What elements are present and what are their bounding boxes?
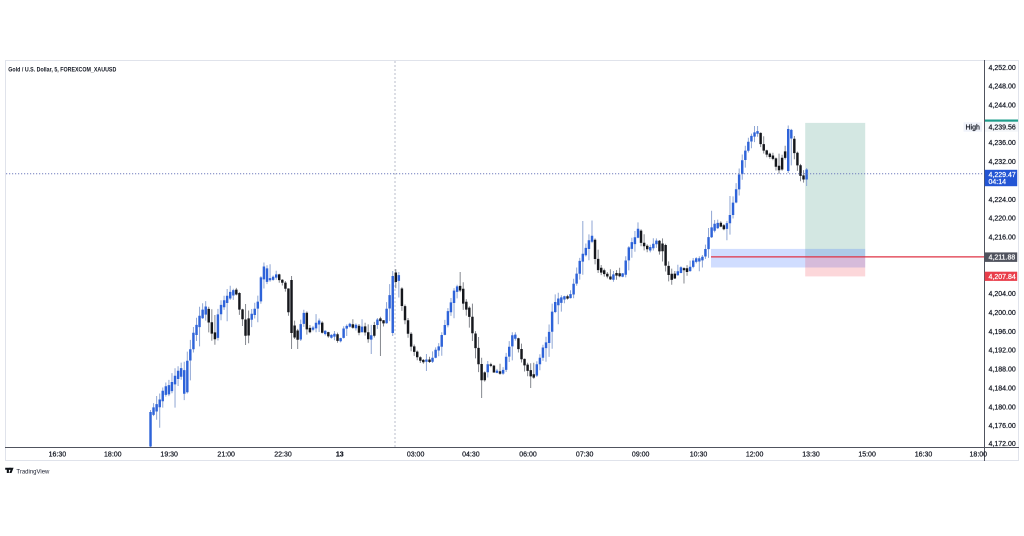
svg-text:4,244.00: 4,244.00: [989, 103, 1016, 110]
svg-text:19:30: 19:30: [160, 452, 178, 459]
svg-text:4,180.00: 4,180.00: [989, 404, 1016, 411]
svg-text:16:30: 16:30: [49, 452, 67, 459]
svg-text:TradingView: TradingView: [16, 469, 49, 476]
svg-text:4,216.00: 4,216.00: [989, 235, 1016, 242]
svg-text:4,200.00: 4,200.00: [989, 310, 1016, 317]
svg-text:4,252.00: 4,252.00: [989, 65, 1016, 72]
svg-text:03:00: 03:00: [407, 452, 425, 459]
svg-text:Gold / U.S. Dollar, 5, FOREXCO: Gold / U.S. Dollar, 5, FOREXCOM_XAUUSD: [8, 66, 116, 73]
svg-text:18:00: 18:00: [970, 452, 988, 459]
svg-text:16:30: 16:30: [915, 452, 933, 459]
svg-text:4,229.47: 4,229.47: [989, 172, 1016, 179]
svg-text:High: High: [965, 124, 980, 131]
svg-text:21:00: 21:00: [217, 452, 235, 459]
svg-text:07:30: 07:30: [576, 452, 594, 459]
svg-text:4,232.00: 4,232.00: [989, 159, 1016, 166]
svg-text:4,176.00: 4,176.00: [989, 423, 1016, 430]
svg-text:04:30: 04:30: [462, 452, 480, 459]
svg-text:4,207.84: 4,207.84: [989, 274, 1016, 281]
svg-text:4,184.00: 4,184.00: [989, 385, 1016, 392]
svg-text:4,220.00: 4,220.00: [989, 216, 1016, 223]
svg-text:15:00: 15:00: [858, 452, 876, 459]
svg-text:22:30: 22:30: [274, 452, 292, 459]
svg-text:10:30: 10:30: [690, 452, 708, 459]
svg-text:4,192.00: 4,192.00: [989, 348, 1016, 355]
svg-text:18:00: 18:00: [104, 452, 122, 459]
svg-text:13:30: 13:30: [802, 452, 820, 459]
svg-text:4,211.88: 4,211.88: [989, 255, 1016, 262]
svg-text:4,172.00: 4,172.00: [989, 441, 1016, 448]
svg-text:4,196.00: 4,196.00: [989, 329, 1016, 336]
svg-text:09:00: 09:00: [632, 452, 650, 459]
svg-text:13: 13: [336, 452, 344, 459]
svg-text:4,239.56: 4,239.56: [989, 124, 1016, 131]
svg-text:12:00: 12:00: [746, 452, 764, 459]
svg-text:4,248.00: 4,248.00: [989, 84, 1016, 91]
svg-text:4,204.00: 4,204.00: [989, 291, 1016, 298]
svg-text:4,188.00: 4,188.00: [989, 367, 1016, 374]
svg-text:04:14: 04:14: [989, 179, 1007, 186]
svg-text:4,236.00: 4,236.00: [989, 140, 1016, 147]
svg-text:06:00: 06:00: [519, 452, 537, 459]
svg-text:4,224.00: 4,224.00: [989, 197, 1016, 204]
